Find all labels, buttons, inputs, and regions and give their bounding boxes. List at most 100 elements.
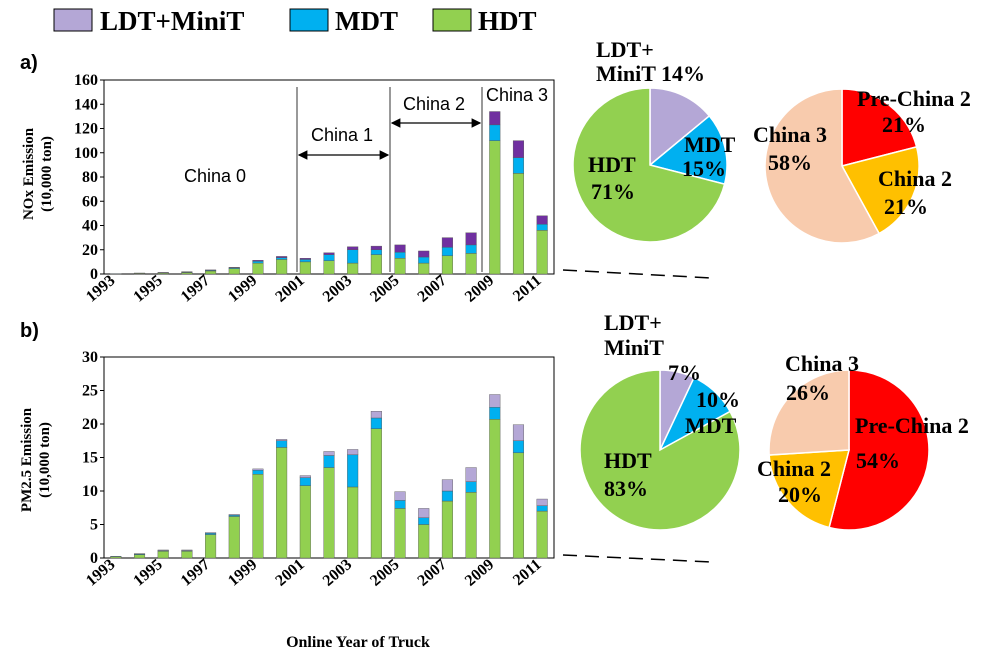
x-tick-label: 1993 bbox=[83, 272, 118, 306]
y-tick-label: 20 bbox=[82, 416, 98, 433]
bar-segment-mdt-2008 bbox=[465, 244, 477, 254]
pie-b1-mdt-pct: 10% bbox=[696, 387, 740, 412]
bar-segment-mdt-2007 bbox=[441, 490, 453, 502]
bar-segment-hdt-2006 bbox=[418, 524, 430, 559]
pie-a1-ldt-label: LDT+ bbox=[596, 37, 654, 62]
bar-segment-ldtminit-2000 bbox=[276, 256, 288, 258]
bar-segment-ldtminit-1997 bbox=[205, 532, 217, 534]
bar-segment-hdt-2009 bbox=[489, 140, 501, 275]
pie-b2-c2-pct: 20% bbox=[778, 482, 822, 507]
bar-segment-ldtminit-2011 bbox=[536, 215, 548, 225]
bar-segment-ldtminit-1999 bbox=[252, 260, 264, 262]
x-tick-label: 2001 bbox=[272, 556, 307, 590]
legend-swatch-ldt bbox=[53, 8, 93, 32]
bar-segment-mdt-1999 bbox=[252, 470, 264, 475]
bar-segment-mdt-2001 bbox=[299, 259, 311, 263]
bar-segment-ldtminit-2003 bbox=[347, 449, 359, 456]
pie-b1-hdt-pct: 83% bbox=[604, 476, 648, 501]
panel-b-dashed-connector bbox=[562, 554, 713, 563]
pie-a2-c2-label: China 2 bbox=[878, 166, 952, 191]
bar-segment-ldtminit-2002 bbox=[323, 252, 335, 255]
legend-label-hdt: HDT bbox=[478, 6, 537, 36]
x-tick-label: 1997 bbox=[178, 272, 213, 306]
era-label-china3: China 3 bbox=[486, 85, 548, 105]
pie-slice-ldt bbox=[649, 87, 711, 167]
x-tick-label: 2007 bbox=[415, 272, 450, 306]
pie-slice-china-2 bbox=[768, 449, 850, 529]
bar-segment-mdt-2007 bbox=[441, 247, 453, 257]
bar-segment-hdt-1996 bbox=[181, 272, 193, 275]
pie-a1-ldt-label2: MiniT 14% bbox=[596, 61, 705, 86]
bar-segment-hdt-2006 bbox=[418, 262, 430, 275]
bar-segment-hdt-2007 bbox=[441, 500, 453, 559]
bar-segment-ldtminit-2009 bbox=[489, 394, 501, 408]
y-tick-label: 10 bbox=[82, 483, 98, 500]
bar-segment-ldtminit-1998 bbox=[228, 514, 240, 516]
legend: LDT+MiniT MDT HDT bbox=[53, 6, 537, 36]
era-label-china2: China 2 bbox=[403, 94, 465, 114]
x-tick-label: 2009 bbox=[462, 556, 497, 590]
bar-segment-mdt-2003 bbox=[347, 249, 359, 264]
pie-b1-mdt-label: MDT bbox=[685, 413, 737, 438]
x-tick-label: 1999 bbox=[225, 272, 260, 306]
pie-a1-hdt-pct: 71% bbox=[591, 179, 635, 204]
panel-a-ylabel: NOx Emission (10,000 ton) bbox=[21, 127, 55, 220]
bar-segment-ldtminit-2010 bbox=[512, 424, 525, 441]
panel-a-pie1-labels: LDT+ MiniT 14% MDT 15% HDT 71% bbox=[588, 37, 736, 204]
x-tick-label: 2011 bbox=[510, 272, 545, 305]
pie-b1-ldt-label: LDT+ bbox=[604, 310, 662, 335]
bar-segment-hdt-1997 bbox=[205, 270, 217, 275]
bar-segment-mdt-2005 bbox=[394, 500, 406, 509]
x-tick-label: 2003 bbox=[320, 556, 355, 590]
bar-segment-hdt-2005 bbox=[394, 508, 406, 559]
x-tick-label: 1995 bbox=[130, 556, 165, 590]
bar-segment-mdt-2008 bbox=[465, 481, 477, 493]
panel-b-ylabel-line1: PM2.5 Emission bbox=[19, 407, 35, 512]
bar-segment-mdt-2011 bbox=[536, 505, 548, 512]
pie-a1-mdt-pct: 15% bbox=[682, 156, 726, 181]
panel-a-label: a) bbox=[20, 52, 38, 74]
bar-segment-ldtminit-2008 bbox=[465, 232, 477, 246]
bar-segment-mdt-2010 bbox=[512, 157, 525, 174]
bar-segment-hdt-2008 bbox=[465, 253, 477, 275]
bar-segment-ldtminit-2006 bbox=[418, 508, 430, 519]
panel-b-pie-standard bbox=[768, 369, 930, 531]
bar-segment-mdt-2003 bbox=[347, 454, 359, 488]
bar-segment-hdt-1993 bbox=[110, 556, 122, 559]
bar-segment-hdt-1998 bbox=[228, 516, 240, 559]
y-tick-label: 0 bbox=[90, 266, 98, 283]
bar-segment-ldtminit-2007 bbox=[441, 237, 453, 248]
bar-segment-mdt-1997 bbox=[205, 533, 217, 535]
bar-segment-mdt-2000 bbox=[276, 257, 288, 260]
bar-segment-ldtminit-2010 bbox=[512, 140, 525, 158]
pie-slice-hdt bbox=[572, 87, 726, 243]
y-tick-label: 120 bbox=[74, 121, 98, 138]
bar-segment-hdt-2001 bbox=[299, 485, 311, 559]
bar-segment-ldtminit-2007 bbox=[441, 479, 453, 492]
era-label-china0: China 0 bbox=[184, 166, 246, 186]
panel-b-ylabel-line2: (10,000 ton) bbox=[37, 422, 53, 498]
bar-segment-hdt-1996 bbox=[181, 551, 193, 559]
x-tick-label: 2005 bbox=[367, 272, 402, 306]
bar-segment-mdt-2009 bbox=[489, 124, 501, 141]
plot-frame bbox=[103, 79, 555, 275]
bar-segment-hdt-1994 bbox=[133, 554, 146, 559]
bar-segment-hdt-2011 bbox=[536, 230, 548, 275]
panel-a-era-annotations: China 0 China 1 China 2 China 3 bbox=[184, 85, 548, 272]
x-tick-label: 2011 bbox=[510, 556, 545, 589]
x-tick-label: 2001 bbox=[272, 272, 307, 306]
x-tick-label: 2005 bbox=[367, 556, 402, 590]
bar-segment-mdt-1999 bbox=[252, 261, 264, 264]
bar-segment-ldtminit-1996 bbox=[181, 549, 193, 551]
panel-b-pie2-labels: China 3 26% Pre-China 2 54% China 2 20% bbox=[757, 351, 969, 507]
x-axis-title: Online Year of Truck bbox=[286, 634, 430, 651]
pie-slice-china-3 bbox=[764, 88, 881, 244]
bar-segment-hdt-2005 bbox=[394, 258, 406, 275]
y-tick-label: 60 bbox=[82, 193, 98, 210]
bar-segment-ldtminit-2008 bbox=[465, 467, 477, 482]
bar-segment-mdt-2004 bbox=[370, 417, 382, 429]
y-tick-label: 100 bbox=[74, 145, 98, 162]
bar-segment-ldtminit-2004 bbox=[370, 411, 382, 419]
bar-segment-ldtminit-2005 bbox=[394, 244, 406, 253]
legend-label-mdt: MDT bbox=[335, 6, 398, 36]
